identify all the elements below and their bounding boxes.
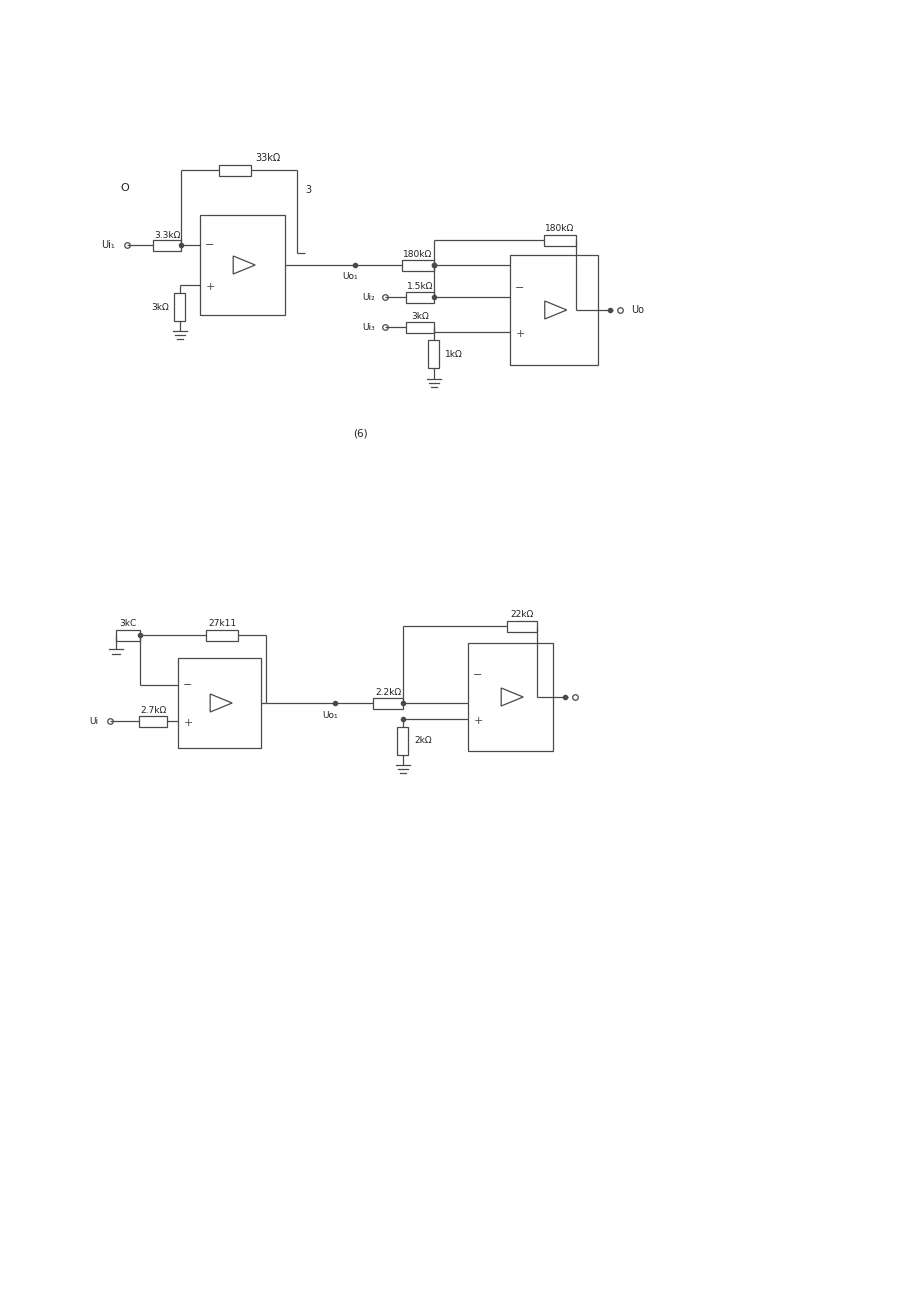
Text: (6): (6) bbox=[352, 428, 367, 438]
Text: 3kC: 3kC bbox=[119, 618, 137, 627]
Text: Uo₁: Uo₁ bbox=[342, 272, 357, 281]
Text: 3kΩ: 3kΩ bbox=[151, 303, 169, 311]
Text: Ui₃: Ui₃ bbox=[362, 323, 375, 332]
Text: Ui: Ui bbox=[89, 717, 98, 726]
Bar bbox=[397, 726, 408, 755]
Text: 1kΩ: 1kΩ bbox=[445, 350, 462, 359]
Text: 22kΩ: 22kΩ bbox=[510, 609, 533, 618]
Text: +: + bbox=[183, 718, 192, 727]
Text: −: − bbox=[515, 284, 524, 293]
Text: Ui₂: Ui₂ bbox=[362, 293, 375, 302]
Bar bbox=[402, 259, 434, 271]
Text: 2.2kΩ: 2.2kΩ bbox=[375, 687, 401, 696]
Text: −: − bbox=[183, 680, 192, 690]
Text: 3.3kΩ: 3.3kΩ bbox=[153, 230, 180, 239]
Bar bbox=[153, 239, 181, 251]
Text: +: + bbox=[515, 329, 524, 340]
Bar bbox=[468, 643, 552, 751]
Text: 27k11: 27k11 bbox=[208, 618, 236, 627]
Bar bbox=[509, 255, 597, 366]
Text: +: + bbox=[205, 282, 214, 291]
Text: Uo: Uo bbox=[630, 304, 643, 315]
Text: 3: 3 bbox=[304, 185, 311, 195]
Text: 180kΩ: 180kΩ bbox=[545, 224, 574, 233]
Bar bbox=[405, 291, 434, 303]
Bar bbox=[206, 630, 238, 640]
Text: 1.5kΩ: 1.5kΩ bbox=[406, 281, 433, 290]
Text: 180kΩ: 180kΩ bbox=[403, 250, 432, 259]
Text: O: O bbox=[119, 183, 129, 193]
Text: −: − bbox=[472, 670, 482, 680]
Text: 2.7kΩ: 2.7kΩ bbox=[140, 705, 166, 714]
Text: −: − bbox=[205, 239, 214, 250]
Bar bbox=[116, 630, 140, 640]
Bar bbox=[428, 340, 439, 368]
Bar bbox=[177, 658, 261, 748]
Bar bbox=[219, 164, 251, 176]
Text: +: + bbox=[472, 716, 482, 726]
Bar bbox=[543, 234, 575, 246]
Text: 3kΩ: 3kΩ bbox=[411, 311, 428, 320]
Text: 2kΩ: 2kΩ bbox=[414, 736, 431, 745]
Bar bbox=[139, 716, 167, 726]
Text: Ui₁: Ui₁ bbox=[101, 239, 115, 250]
Text: Uo₁: Uo₁ bbox=[322, 710, 337, 719]
Bar bbox=[506, 621, 537, 631]
Text: 33kΩ: 33kΩ bbox=[255, 154, 280, 163]
Bar bbox=[372, 697, 403, 709]
Bar bbox=[405, 321, 434, 333]
Bar bbox=[175, 293, 186, 321]
Bar bbox=[199, 215, 285, 315]
